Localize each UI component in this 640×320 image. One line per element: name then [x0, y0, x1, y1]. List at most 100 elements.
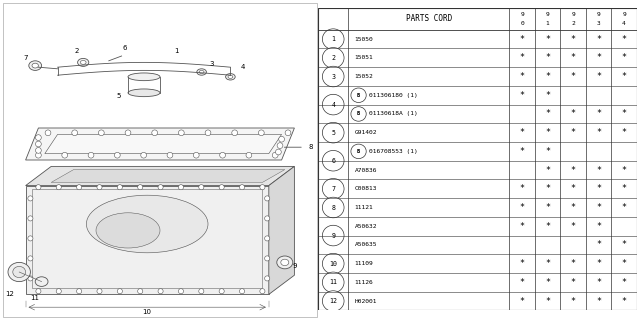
Text: 11: 11 — [31, 295, 40, 300]
Text: C00813: C00813 — [355, 186, 377, 191]
Text: *: * — [545, 91, 550, 100]
Text: *: * — [545, 128, 550, 137]
Text: 9: 9 — [622, 12, 626, 17]
Circle shape — [351, 144, 366, 159]
Circle shape — [285, 130, 291, 136]
Text: *: * — [596, 35, 601, 44]
Text: *: * — [621, 184, 627, 193]
Text: *: * — [596, 165, 601, 175]
Circle shape — [232, 130, 237, 136]
Ellipse shape — [228, 75, 233, 78]
Text: H02001: H02001 — [355, 299, 377, 304]
Text: 5: 5 — [332, 130, 335, 136]
Text: 4: 4 — [622, 21, 626, 26]
Circle shape — [276, 149, 282, 155]
Text: 9: 9 — [292, 263, 297, 268]
Ellipse shape — [81, 60, 86, 64]
Circle shape — [323, 272, 344, 292]
Text: *: * — [520, 222, 525, 231]
Text: *: * — [570, 35, 575, 44]
Text: *: * — [621, 53, 627, 62]
Ellipse shape — [128, 89, 160, 97]
Circle shape — [279, 136, 285, 142]
Circle shape — [115, 152, 120, 158]
Text: B: B — [357, 111, 360, 116]
Text: 8: 8 — [308, 144, 313, 150]
Text: *: * — [596, 222, 601, 231]
Circle shape — [36, 289, 41, 294]
Polygon shape — [26, 166, 294, 186]
Text: *: * — [520, 203, 525, 212]
Circle shape — [265, 216, 270, 221]
Circle shape — [28, 196, 33, 201]
Circle shape — [117, 185, 122, 190]
Circle shape — [323, 291, 344, 311]
Circle shape — [199, 289, 204, 294]
Text: 4: 4 — [332, 102, 335, 108]
Text: *: * — [545, 278, 550, 287]
Circle shape — [77, 185, 82, 190]
Circle shape — [351, 107, 366, 121]
Circle shape — [28, 216, 33, 221]
Circle shape — [158, 185, 163, 190]
Circle shape — [265, 196, 270, 201]
Text: *: * — [570, 203, 575, 212]
Text: *: * — [596, 128, 601, 137]
Text: 15052: 15052 — [355, 74, 374, 79]
Text: A50632: A50632 — [355, 224, 377, 229]
Circle shape — [246, 152, 252, 158]
Circle shape — [36, 148, 42, 153]
Text: 9: 9 — [520, 12, 524, 17]
Circle shape — [323, 29, 344, 49]
Polygon shape — [26, 186, 269, 294]
Text: *: * — [621, 35, 627, 44]
Text: *: * — [545, 259, 550, 268]
Circle shape — [277, 143, 283, 148]
Text: PARTS CORD: PARTS CORD — [406, 14, 452, 23]
Text: 7: 7 — [332, 186, 335, 192]
Circle shape — [36, 135, 42, 140]
Text: *: * — [596, 184, 601, 193]
Text: *: * — [545, 53, 550, 62]
Circle shape — [219, 289, 224, 294]
Text: *: * — [596, 53, 601, 62]
Ellipse shape — [277, 256, 293, 269]
Text: *: * — [596, 109, 601, 118]
Text: *: * — [520, 184, 525, 193]
Circle shape — [323, 197, 344, 218]
Circle shape — [351, 88, 366, 102]
Text: 1: 1 — [173, 48, 179, 54]
Circle shape — [265, 236, 270, 241]
Text: 11126: 11126 — [355, 280, 374, 285]
Circle shape — [199, 185, 204, 190]
Text: 2: 2 — [332, 55, 335, 61]
Text: *: * — [545, 203, 550, 212]
Text: 6: 6 — [332, 158, 335, 164]
Circle shape — [141, 152, 147, 158]
Text: B: B — [357, 93, 360, 98]
Text: *: * — [570, 72, 575, 81]
Text: B: B — [357, 149, 360, 154]
Polygon shape — [269, 166, 294, 294]
Circle shape — [117, 289, 122, 294]
Polygon shape — [51, 170, 285, 182]
Ellipse shape — [96, 213, 160, 248]
Circle shape — [323, 94, 344, 115]
Ellipse shape — [29, 61, 42, 70]
Circle shape — [205, 130, 211, 136]
Text: 10: 10 — [329, 260, 337, 267]
Circle shape — [179, 130, 184, 136]
Circle shape — [260, 185, 265, 190]
Ellipse shape — [281, 259, 289, 266]
Ellipse shape — [13, 266, 26, 277]
Circle shape — [239, 185, 244, 190]
Circle shape — [138, 289, 143, 294]
Text: 3: 3 — [596, 21, 600, 26]
Circle shape — [239, 289, 244, 294]
Text: 4: 4 — [241, 64, 245, 70]
Circle shape — [77, 289, 82, 294]
Circle shape — [28, 276, 33, 281]
Circle shape — [88, 152, 94, 158]
Text: *: * — [545, 147, 550, 156]
Circle shape — [97, 289, 102, 294]
